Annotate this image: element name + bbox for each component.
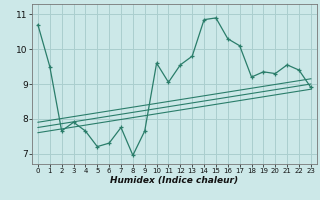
X-axis label: Humidex (Indice chaleur): Humidex (Indice chaleur) (110, 176, 238, 185)
